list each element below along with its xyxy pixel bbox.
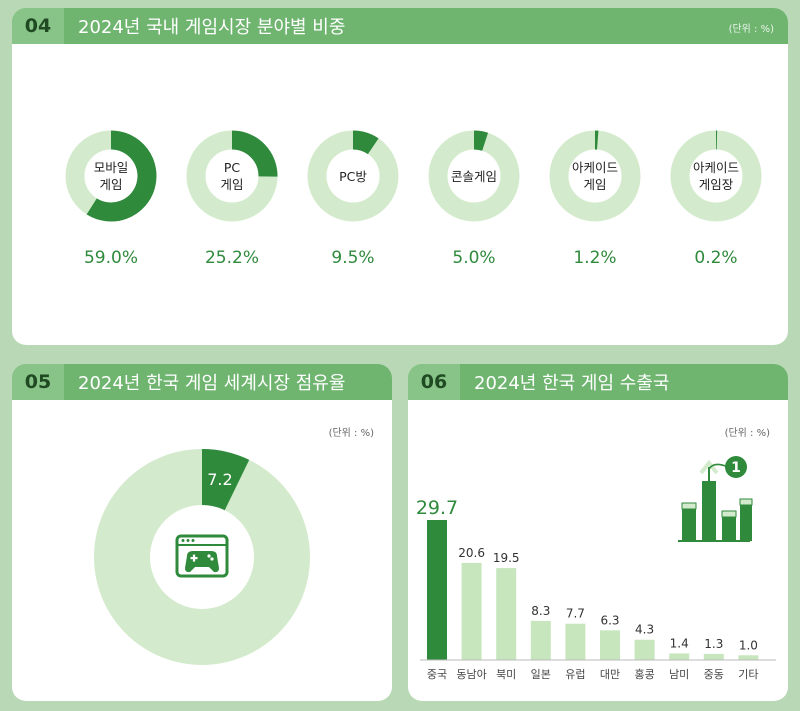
donut-value-label: 59.0% xyxy=(83,248,138,268)
donut-value-label: 5.0% xyxy=(452,248,496,268)
bar-value-label: 29.7 xyxy=(416,497,458,519)
panel-number: 06 xyxy=(408,364,460,400)
bar-category-label: 유럽 xyxy=(565,667,585,681)
panel-header: 05 2024년 한국 게임 세계시장 점유율 xyxy=(12,364,392,400)
world-share-donut: 7.2 xyxy=(94,449,310,665)
bar-value-label: 20.6 xyxy=(458,546,485,560)
donut-category-label: 아케이드 게임 xyxy=(571,160,618,192)
donut-charts xyxy=(65,130,762,222)
bar-category-label: 대만 xyxy=(600,668,620,681)
donut-category-label: 모바일 게임 xyxy=(93,160,129,192)
unit-label: (단위 : %) xyxy=(728,24,774,35)
panel-title: 2024년 한국 게임 수출국 xyxy=(474,373,670,394)
bar xyxy=(738,655,759,660)
bar-value-label: 1.0 xyxy=(739,638,758,652)
panel-header: 04 2024년 국내 게임시장 분야별 비중 xyxy=(12,8,788,44)
bar xyxy=(703,653,724,660)
bar-value-label: 4.3 xyxy=(635,623,654,637)
panel-title: 2024년 국내 게임시장 분야별 비중 xyxy=(78,17,346,38)
domestic-market-share-panel: 04 2024년 국내 게임시장 분야별 비중 (단위 : %) 모바일 게임 5… xyxy=(12,8,788,345)
panel-title: 2024년 한국 게임 세계시장 점유율 xyxy=(78,373,346,394)
donut-segment xyxy=(231,130,278,177)
bar xyxy=(496,568,517,660)
bar-category-label: 일본 xyxy=(531,667,551,681)
donut-value-label: 25.2% xyxy=(204,248,259,268)
donut-segment xyxy=(473,130,489,151)
donut-value-label: 7.2 xyxy=(207,470,232,489)
unit-label: (단위 : %) xyxy=(328,428,374,439)
bar-category-label: 북미 xyxy=(496,668,516,681)
donut-category-label: PC방 xyxy=(339,168,367,184)
bar-category-label: 중국 xyxy=(427,668,447,681)
bar-value-label: 8.3 xyxy=(531,604,550,618)
donut-category-label: 아케이드 게임장 xyxy=(692,160,739,192)
donut-value-label: 0.2% xyxy=(694,248,738,268)
bar xyxy=(600,630,620,660)
bar xyxy=(530,620,551,660)
donut-segment xyxy=(86,130,157,222)
bar-value-label: 1.4 xyxy=(670,636,689,650)
donut-value-label: 1.2% xyxy=(573,248,617,268)
donut-value-label: 9.5% xyxy=(331,248,375,268)
rank-badge-text: 1 xyxy=(731,460,741,476)
bar-category-label: 기타 xyxy=(738,668,758,681)
bar-value-label: 1.3 xyxy=(704,637,723,651)
world-market-share-panel: 05 2024년 한국 게임 세계시장 점유율 (단위 : %) 7.2 xyxy=(12,364,392,701)
bar xyxy=(669,653,690,660)
unit-label: (단위 : %) xyxy=(724,428,770,439)
export-countries-panel: 06 2024년 한국 게임 수출국 (단위 : %) 1 29.7 중국 20.6… xyxy=(408,364,788,701)
bar-category-label: 동남아 xyxy=(456,668,486,681)
bar-value-label: 19.5 xyxy=(493,551,520,565)
bar xyxy=(461,562,482,660)
game-controller-icon xyxy=(175,534,229,578)
panel-number: 05 xyxy=(12,364,64,400)
bar-value-label: 7.7 xyxy=(566,607,585,621)
bar-category-label: 중동 xyxy=(704,668,724,681)
bar-value-label: 6.3 xyxy=(600,613,619,627)
bar xyxy=(634,639,655,660)
export-bar-chart: 1 29.7 중국 20.6 동남아 19.5 북미 8.3 일본 7.7 유럽 6.3 대만 4.3 홍… xyxy=(416,456,776,681)
bar xyxy=(565,623,586,660)
panel-header: 06 2024년 한국 게임 수출국 xyxy=(408,364,788,400)
donut-segment xyxy=(352,130,379,155)
donut-segment xyxy=(200,449,250,511)
bar xyxy=(427,520,447,660)
bar-category-label: 남미 xyxy=(669,668,689,681)
rising-bar-chart-icon: 1 xyxy=(678,456,753,542)
panel-number: 04 xyxy=(12,8,64,44)
bar-category-label: 홍콩 xyxy=(634,667,654,681)
donut-category-label: 콘솔게임 xyxy=(450,168,497,184)
donut-category-label: PC 게임 xyxy=(220,160,244,192)
